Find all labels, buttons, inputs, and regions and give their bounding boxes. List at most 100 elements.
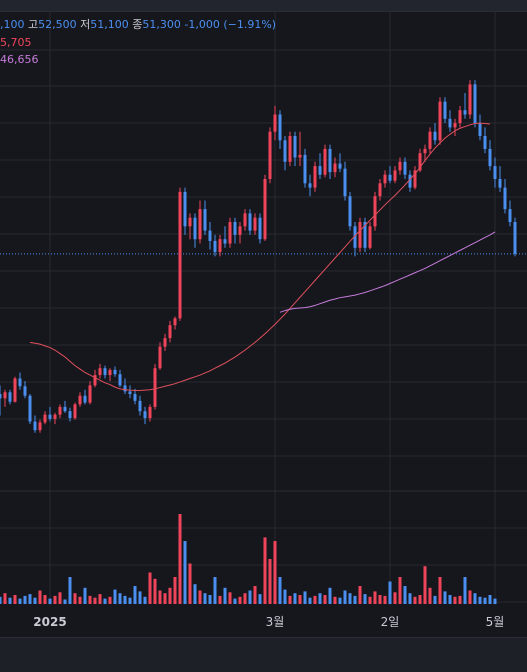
volume-bar (363, 594, 367, 604)
candle-body (228, 222, 232, 244)
volume-bar (73, 593, 77, 604)
candle-body (473, 84, 477, 124)
open-value: ,100 (0, 18, 25, 31)
volume-bar (358, 586, 362, 604)
candlestick-chart[interactable]: 2025 3월 2일 5월 (0, 0, 527, 640)
ohlc-legend: ,100 고52,500 저51,100 종51,300 -1,000 (−1.… (0, 18, 276, 32)
candle-body (28, 395, 32, 422)
volume-bar (258, 594, 262, 604)
x-axis-label: 2일 (381, 615, 400, 629)
candle-series (0, 80, 517, 433)
candle-body (238, 226, 242, 235)
volume-bar (288, 595, 292, 604)
candle-body (488, 148, 492, 167)
ma2-value: 46,656 (0, 53, 39, 66)
volume-bar (383, 595, 387, 604)
candle-body (118, 374, 122, 386)
candle-body (313, 166, 317, 188)
volume-bar (123, 595, 127, 604)
candle-body (468, 84, 472, 115)
volume-bar (178, 514, 182, 604)
low-value: 51,100 (90, 18, 129, 31)
volume-bar (228, 592, 232, 604)
volume-bar (243, 593, 247, 604)
volume-bar (113, 589, 117, 604)
volume-bar (173, 577, 177, 604)
volume-bar (48, 598, 52, 604)
candle-body (73, 404, 77, 419)
candle-body (63, 406, 67, 412)
volume-bar (373, 591, 377, 604)
candle-body (93, 375, 97, 386)
volume-bar (398, 577, 402, 604)
candle-body (33, 421, 37, 431)
candle-body (213, 240, 217, 253)
volume-bar (458, 595, 462, 604)
candle-body (508, 209, 512, 222)
volume-bar (323, 595, 327, 604)
volume-bars (0, 514, 497, 604)
volume-bar (338, 597, 342, 604)
volume-bar (128, 597, 132, 604)
candle-body (373, 196, 377, 227)
change-percent: (−1.91%) (223, 18, 277, 31)
candle-body (18, 378, 22, 387)
candle-body (273, 114, 277, 132)
volume-bar (108, 596, 112, 604)
volume-bar (473, 593, 477, 604)
volume-bar (53, 595, 57, 604)
volume-bar (93, 597, 97, 604)
candle-body (148, 406, 152, 419)
volume-bar (413, 596, 417, 604)
candle-body (323, 148, 327, 175)
volume-bar (353, 595, 357, 604)
volume-bar (318, 593, 322, 604)
volume-bar (153, 578, 157, 604)
candle-body (158, 346, 162, 369)
volume-bar (263, 537, 267, 604)
candle-body (128, 391, 132, 394)
candle-body (453, 123, 457, 128)
candle-body (123, 385, 127, 392)
volume-bar (223, 587, 227, 604)
candle-body (58, 406, 62, 415)
volume-bar (133, 586, 137, 604)
volume-bar (68, 577, 72, 604)
volume-bar (278, 577, 282, 604)
candle-body (353, 226, 357, 248)
candle-body (388, 174, 392, 181)
candle-body (198, 209, 202, 240)
candle-body (23, 386, 27, 396)
volume-bar (238, 596, 242, 604)
volume-bar (43, 595, 47, 604)
candle-body (53, 414, 57, 419)
volume-bar (158, 590, 162, 604)
candle-body (493, 166, 497, 179)
candle-body (43, 414, 47, 423)
candle-body (253, 217, 257, 231)
candle-body (368, 226, 372, 248)
volume-bar (388, 581, 392, 604)
volume-bar (193, 584, 197, 604)
candle-body (333, 163, 337, 173)
moving-average-line-1 (29, 122, 491, 392)
candle-body (168, 325, 172, 339)
candle-body (318, 166, 322, 175)
candle-body (393, 170, 397, 181)
x-axis-label: 3월 (266, 615, 285, 629)
candle-body (223, 239, 227, 244)
chart-grid (0, 12, 527, 605)
close-label: 종 (132, 18, 143, 31)
high-value: 52,500 (38, 18, 77, 31)
volume-bar (63, 599, 67, 604)
volume-bar (148, 572, 152, 604)
volume-bar (23, 595, 27, 604)
candle-body (448, 118, 452, 128)
candle-body (178, 191, 182, 319)
bottom-toolbar (0, 637, 527, 672)
volume-bar (298, 595, 302, 604)
volume-bar (218, 595, 222, 604)
candle-body (243, 213, 247, 227)
x-axis-label: 2025 (33, 615, 66, 629)
volume-bar (253, 586, 257, 604)
